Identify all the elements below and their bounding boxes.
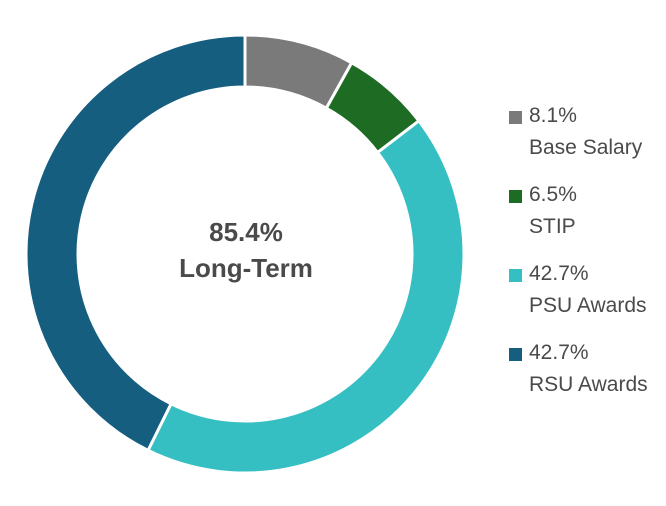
legend-percent: 42.7% xyxy=(529,262,589,285)
center-value: 85.4% xyxy=(209,217,283,247)
legend-percent: 8.1% xyxy=(529,104,577,127)
legend-swatch xyxy=(509,111,522,124)
legend-label: STIP xyxy=(529,215,576,238)
donut-slice-rsu-awards xyxy=(24,33,247,453)
legend-swatch xyxy=(509,269,522,282)
legend-label: RSU Awards xyxy=(529,373,648,396)
legend-percent: 6.5% xyxy=(529,183,577,206)
legend-label: Base Salary xyxy=(529,136,643,159)
legend-swatch xyxy=(509,348,522,361)
donut-slice-psu-awards xyxy=(146,118,466,475)
legend-percent: 42.7% xyxy=(529,341,589,364)
legend-swatch xyxy=(509,190,522,203)
center-label: Long-Term xyxy=(179,253,313,283)
legend-label: PSU Awards xyxy=(529,294,647,317)
